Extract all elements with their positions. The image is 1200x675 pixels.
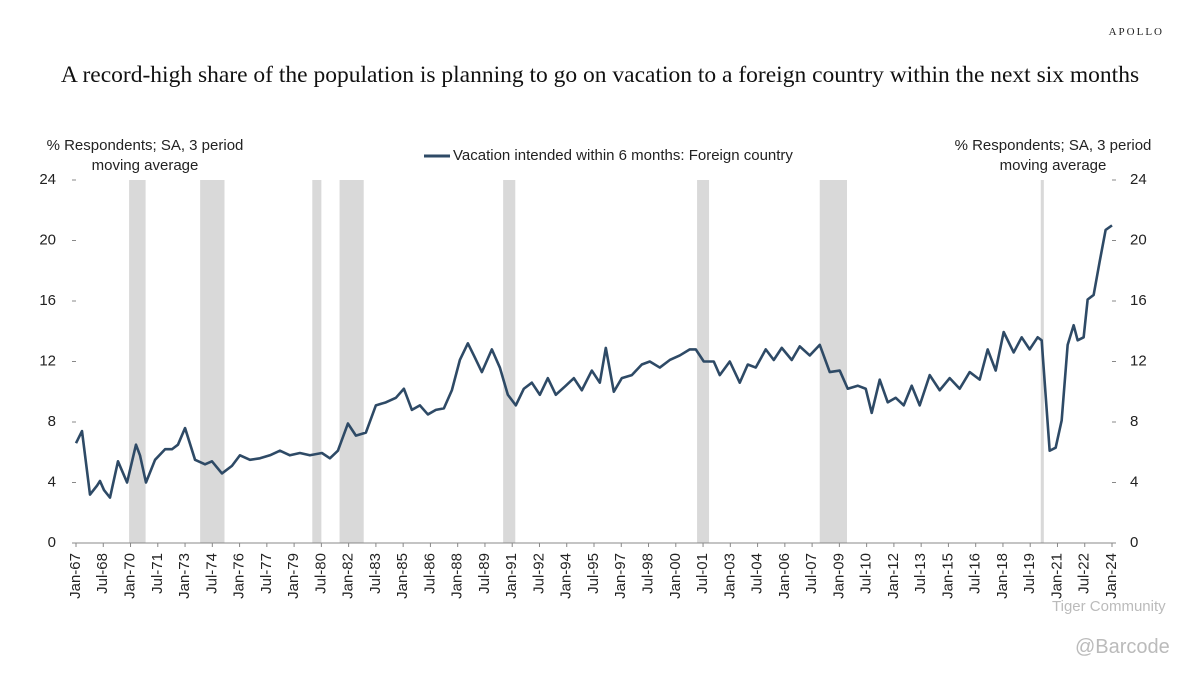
x-tick-label: Jul-74 bbox=[203, 553, 220, 594]
x-tick-label: Jan-94 bbox=[558, 553, 575, 599]
x-tick-label: Jul-01 bbox=[694, 553, 711, 594]
x-tick-label: Jul-92 bbox=[530, 553, 547, 594]
x-tick-label: Jul-86 bbox=[421, 553, 438, 594]
recession-band bbox=[312, 180, 322, 543]
y-tick-label: 12 bbox=[39, 352, 56, 369]
recession-band bbox=[339, 180, 364, 543]
x-tick-label: Jul-10 bbox=[858, 553, 875, 594]
x-tick-label: Jan-06 bbox=[776, 553, 793, 599]
recession-band bbox=[200, 180, 225, 543]
x-tick-label: Jan-24 bbox=[1103, 553, 1120, 599]
watermark: Tiger Community bbox=[1052, 598, 1166, 615]
x-tick-label: Jan-82 bbox=[340, 553, 357, 599]
x-tick-label: Jan-97 bbox=[612, 553, 629, 599]
x-tick-label: Jan-09 bbox=[830, 553, 847, 599]
x-tick-label: Jan-85 bbox=[394, 553, 411, 599]
brand: APOLLO bbox=[1108, 26, 1164, 38]
x-tick-label: Jul-22 bbox=[1076, 553, 1093, 594]
y-tick-label: 20 bbox=[39, 231, 56, 248]
x-tick-label: Jan-12 bbox=[885, 553, 902, 599]
recession-band bbox=[819, 180, 848, 543]
recession-band bbox=[503, 180, 516, 543]
y-tick-label: 24 bbox=[39, 171, 56, 188]
x-tick-label: Jul-07 bbox=[803, 553, 820, 594]
x-tick-label: Jul-83 bbox=[367, 553, 384, 594]
x-tick-label: Jan-21 bbox=[1048, 553, 1065, 599]
x-tick-label: Jul-95 bbox=[585, 553, 602, 594]
x-tick-label: Jul-89 bbox=[476, 553, 493, 594]
y-axis-label: % Respondents; SA, 3 period moving avera… bbox=[46, 137, 244, 174]
y2-tick-label: 16 bbox=[1130, 292, 1147, 309]
x-tick-label: Jan-88 bbox=[449, 553, 466, 599]
legend-label: Vacation intended within 6 months: Forei… bbox=[453, 147, 793, 164]
y2-tick-label: 4 bbox=[1130, 473, 1138, 490]
watermark: @Barcode bbox=[1075, 636, 1170, 658]
x-tick-label: Jul-98 bbox=[639, 553, 656, 594]
recession-band bbox=[129, 180, 146, 543]
x-tick-label: Jul-13 bbox=[912, 553, 929, 594]
x-tick-label: Jul-77 bbox=[258, 553, 275, 594]
data-line bbox=[74, 224, 1113, 499]
x-tick-label: Jan-67 bbox=[67, 553, 84, 599]
y2-tick-label: 20 bbox=[1130, 231, 1147, 248]
x-tick-label: Jan-70 bbox=[121, 553, 138, 599]
y2-axis-label: % Respondents; SA, 3 period moving avera… bbox=[954, 137, 1152, 174]
y2-tick-label: 12 bbox=[1130, 352, 1147, 369]
chart-title: A record-high share of the population is… bbox=[60, 62, 1140, 88]
x-tick-label: Jan-18 bbox=[994, 553, 1011, 599]
y2-tick-label: 8 bbox=[1130, 413, 1138, 430]
x-tick-label: Jul-04 bbox=[749, 553, 766, 594]
x-tick-label: Jan-03 bbox=[721, 553, 738, 599]
y2-tick-label: 0 bbox=[1130, 534, 1138, 551]
x-tick-label: Jan-15 bbox=[939, 553, 956, 599]
x-tick-label: Jan-00 bbox=[667, 553, 684, 599]
y-tick-label: 4 bbox=[48, 473, 56, 490]
x-tick-label: Jan-91 bbox=[503, 553, 520, 599]
x-tick-label: Jul-80 bbox=[312, 553, 329, 594]
x-tick-label: Jan-76 bbox=[231, 553, 248, 599]
x-tick-label: Jul-16 bbox=[967, 553, 984, 594]
y2-tick-label: 24 bbox=[1130, 171, 1147, 188]
x-tick-label: Jul-71 bbox=[149, 553, 166, 594]
x-tick-label: Jan-79 bbox=[285, 553, 302, 599]
y-tick-label: 0 bbox=[48, 534, 56, 551]
x-tick-label: Jan-73 bbox=[176, 553, 193, 599]
x-tick-label: Jul-68 bbox=[94, 553, 111, 594]
y-tick-label: 8 bbox=[48, 413, 56, 430]
y-tick-label: 16 bbox=[39, 292, 56, 309]
x-tick-label: Jul-19 bbox=[1021, 553, 1038, 594]
